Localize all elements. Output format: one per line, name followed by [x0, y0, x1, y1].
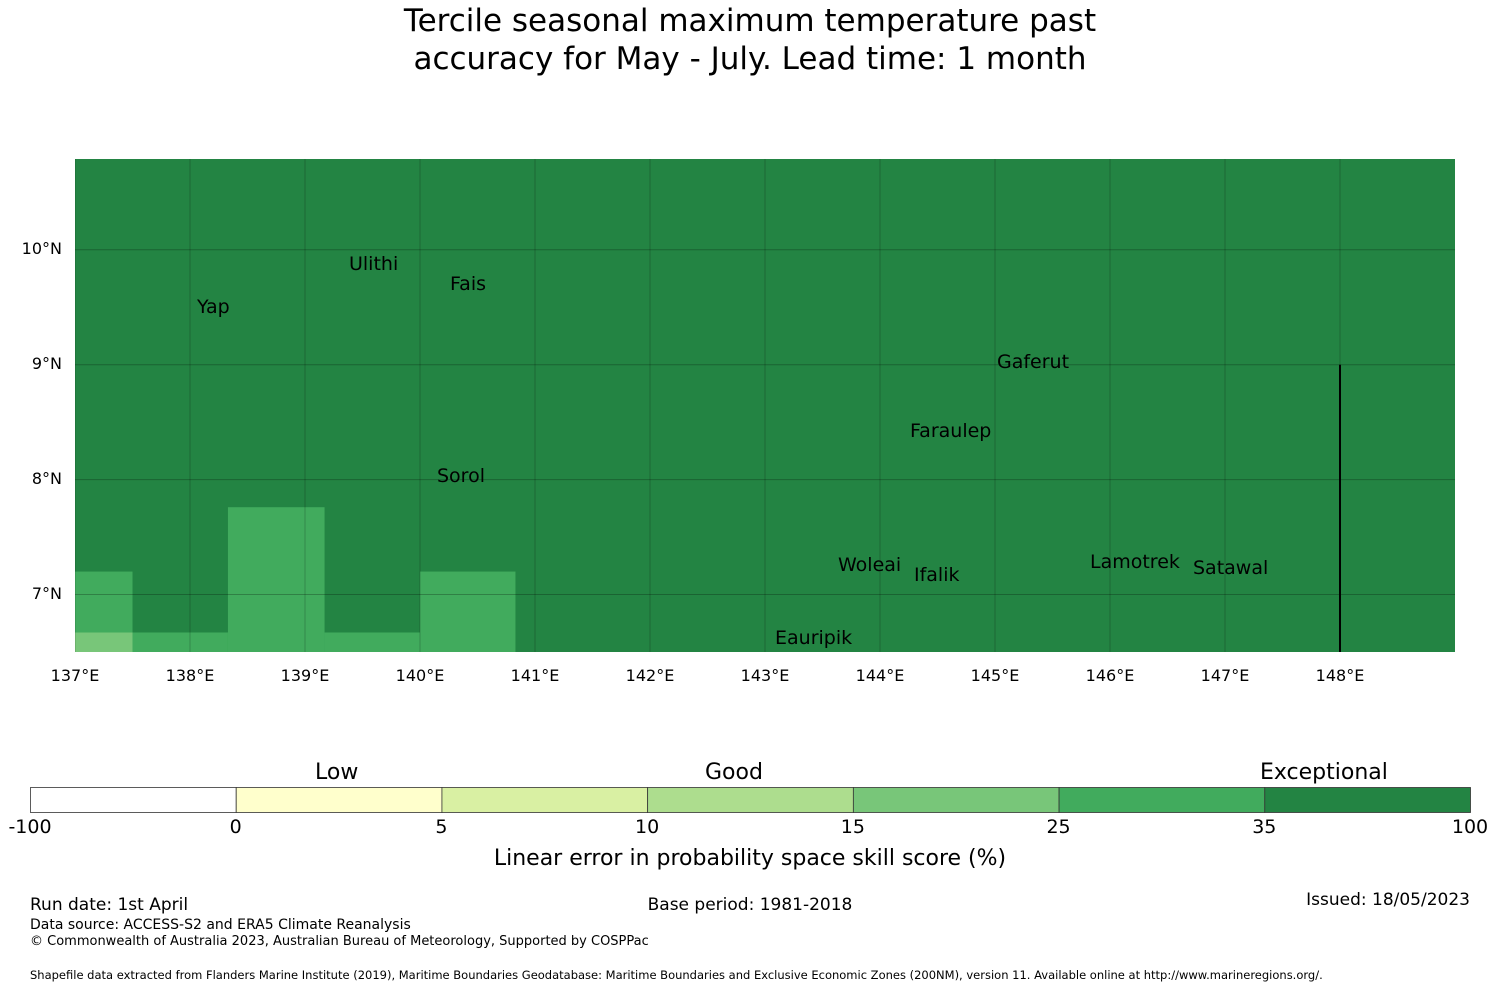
colorbar-tick-label: 0 [229, 816, 242, 838]
lon-tick-label: 145°E [970, 666, 1020, 685]
place-label: Fais [450, 273, 487, 295]
lon-tick-label: 147°E [1200, 666, 1250, 685]
place-label: Faraulep [910, 420, 992, 442]
place-label: Yap [197, 296, 230, 318]
copyright: © Commonwealth of Australia 2023, Austra… [30, 934, 649, 949]
title-line-2: accuracy for May - July. Lead time: 1 mo… [413, 41, 1087, 77]
shapefile-credit: Shapefile data extracted from Flanders M… [30, 968, 1323, 982]
place-label: Eauripik [775, 627, 853, 649]
colorbar-label: Linear error in probability space skill … [493, 846, 1007, 871]
skill-cell [420, 571, 516, 652]
colorbar-tick-label: 10 [635, 816, 660, 838]
lon-tick-label: 148°E [1315, 666, 1365, 685]
skill-cell [75, 571, 133, 633]
place-label: Lamotrek [1090, 551, 1180, 573]
colorbar-category-good: Good [705, 760, 763, 785]
colorbar-segment [30, 787, 237, 813]
place-label: Ifalik [914, 564, 960, 586]
place-label: Woleai [838, 554, 902, 576]
colorbar-tick-label: 100 [1451, 816, 1489, 838]
colorbar-tick-label: 15 [840, 816, 865, 838]
place-label: Gaferut [997, 351, 1070, 373]
colorbar-segment [647, 787, 854, 813]
skill-map [75, 159, 1455, 652]
run-date: Run date: 1st April [30, 895, 189, 915]
lat-tick-label: 10°N [21, 238, 62, 258]
skill-cell [324, 632, 420, 652]
colorbar-segment [1264, 787, 1471, 813]
colorbar-segment [1058, 787, 1266, 813]
base-period: Base period: 1981-2018 [647, 895, 853, 915]
lon-tick-label: 146°E [1085, 666, 1135, 685]
lon-tick-label: 140°E [395, 666, 445, 685]
data-source: Data source: ACCESS-S2 and ERA5 Climate … [30, 917, 411, 933]
colorbar-category-low: Low [315, 760, 359, 785]
lon-tick-label: 141°E [510, 666, 560, 685]
place-label: Sorol [437, 465, 485, 487]
colorbar-segment [852, 787, 1060, 813]
lon-tick-label: 139°E [280, 666, 330, 685]
colorbar-category-exceptional: Exceptional [1260, 760, 1388, 785]
lon-tick-label: 144°E [855, 666, 905, 685]
colorbar-tick-label: 35 [1252, 816, 1277, 838]
place-label: Satawal [1193, 557, 1269, 579]
place-label: Ulithi [349, 253, 399, 275]
colorbar-segment [235, 787, 443, 813]
lat-tick-label: 8°N [31, 468, 62, 488]
title-line-1: Tercile seasonal maximum temperature pas… [403, 3, 1097, 39]
lat-tick-label: 9°N [31, 353, 62, 373]
skill-cell [227, 507, 325, 652]
lon-tick-label: 138°E [165, 666, 215, 685]
skill-cell [75, 632, 133, 652]
colorbar-tick-label: 5 [435, 816, 448, 838]
issued-date: Issued: 18/05/2023 [1306, 890, 1470, 910]
lon-tick-label: 137°E [50, 666, 100, 685]
lat-tick-label: 7°N [31, 583, 62, 603]
chart-title: Tercile seasonal maximum temperature pas… [0, 2, 1500, 78]
colorbar-segment [441, 787, 649, 813]
colorbar-tick-label: -100 [8, 816, 52, 838]
lon-tick-label: 143°E [740, 666, 790, 685]
colorbar-tick-label: 25 [1046, 816, 1071, 838]
skill-cell [132, 632, 228, 652]
lon-tick-label: 142°E [625, 666, 675, 685]
colorbar [30, 787, 1471, 813]
